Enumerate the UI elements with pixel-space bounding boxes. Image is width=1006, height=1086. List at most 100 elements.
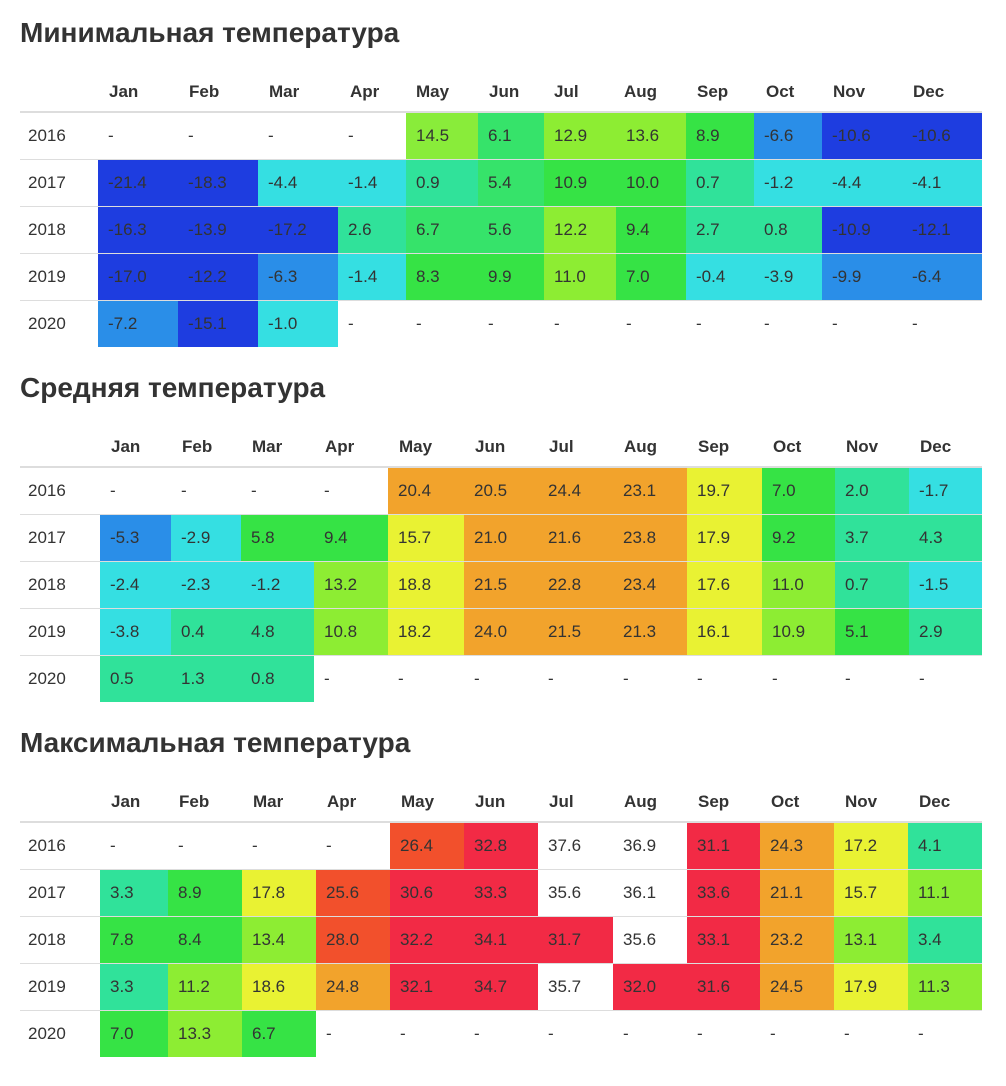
year-label: 2018 [28,575,66,594]
value-cell: -13.9 [178,207,258,253]
value-cell: - [912,314,918,333]
value-cell: 6.7 [242,1011,316,1057]
value-cell: -10.9 [822,207,902,253]
table-row: 2020 7.0 13.3 6.7- - - - - - - - - [20,1010,982,1057]
value-cell: 0.8 [754,207,822,253]
temperature-table: Jan Feb Mar Apr May Jun Jul Aug Sep Oct Nov Dec 2016… [20,783,982,1057]
month-header: Jun [489,82,520,101]
value-cell: 37.6 [548,836,582,855]
value-cell: 20.4 [388,468,464,514]
value-cell: - [764,314,770,333]
year-label: 2016 [28,126,66,145]
value-cell: 10.0 [616,160,686,206]
value-cell: -1.4 [338,160,406,206]
value-cell: - [626,314,632,333]
table-title: Минимальная температура [20,17,400,48]
value-cell: - [251,481,257,500]
value-cell: 3.4 [908,917,982,963]
value-cell: 8.9 [168,870,242,916]
value-cell: -3.9 [754,254,822,300]
year-label: 2020 [28,1024,66,1043]
table-row: 2018 7.8 8.4 13.4 28.0 32.2 34.1 31.7 35.6 33.1 23… [20,916,982,963]
value-cell: 36.1 [623,883,657,902]
header-row: Jan Feb Mar Apr May Jun Jul Aug Sep Oct Nov Dec [20,428,982,468]
value-cell: 0.7 [835,562,909,608]
value-cell: -1.5 [909,562,982,608]
table-row: 2020 -7.2 -15.1 -1.0- - - - - - - - - [20,300,982,347]
value-cell: - [488,314,494,333]
value-cell: - [548,669,554,688]
month-header: Jan [111,792,141,811]
value-cell: - [474,669,480,688]
month-header: Mar [253,792,284,811]
value-cell: 21.5 [538,609,613,655]
value-cell: - [400,1024,406,1043]
value-cell: -4.4 [822,160,902,206]
table-title: Средняя температура [20,372,326,403]
value-cell: - [188,126,194,145]
value-cell: -12.1 [902,207,982,253]
value-cell: 16.1 [687,609,762,655]
value-cell: 11.1 [908,870,982,916]
value-cell: 33.3 [464,870,538,916]
month-header: Apr [325,437,355,456]
value-cell: 5.4 [478,160,544,206]
value-cell: 24.3 [760,823,834,869]
value-cell: -9.9 [822,254,902,300]
value-cell: 2.9 [909,609,982,655]
value-cell: 33.6 [687,870,760,916]
max-temp-section: Максимальная температура Jan Feb Mar Apr May J… [20,724,986,1057]
year-label: 2017 [28,173,66,192]
value-cell: 9.4 [616,207,686,253]
value-cell: - [181,481,187,500]
value-cell: 3.3 [100,964,168,1010]
month-header: May [416,82,450,101]
value-cell: 7.0 [762,468,835,514]
value-cell: - [110,481,116,500]
value-cell: 5.6 [478,207,544,253]
value-cell: - [623,1024,629,1043]
year-label: 2016 [28,481,66,500]
value-cell: 32.2 [390,917,464,963]
table-row: 2016 - - - - 26.4 32.8 37.6 36.9 31.1 24.3 17.2 4.1 [20,823,982,869]
value-cell: 2.6 [338,207,406,253]
month-header: Feb [189,82,220,101]
month-header: Sep [698,792,730,811]
value-cell: 10.9 [762,609,835,655]
value-cell: 15.7 [834,870,908,916]
value-cell: -1.7 [909,468,982,514]
value-cell: -2.4 [100,562,171,608]
header-row: Jan Feb Mar Apr May Jun Jul Aug Sep Oct Nov Dec [20,783,982,823]
value-cell: 25.6 [316,870,390,916]
table-row: 2017 3.3 8.9 17.8 25.6 30.6 33.3 35.6 36.1 33.6 21… [20,869,982,916]
month-header: Jan [109,82,139,101]
value-cell: 9.2 [762,515,835,561]
value-cell: - [845,669,851,688]
value-cell: -0.4 [686,254,754,300]
value-cell: -1.2 [754,160,822,206]
value-cell: 35.6 [623,930,657,949]
value-cell: - [268,126,274,145]
month-header: Dec [919,792,951,811]
month-header: Nov [846,437,879,456]
table-row: 2019 -3.8 0.4 4.8 10.8 18.2 24.0 21.5 21.3 16.1 10… [20,608,982,655]
value-cell: 34.1 [464,917,538,963]
month-header: Mar [252,437,283,456]
year-label: 2019 [28,622,66,641]
value-cell: - [324,481,330,500]
value-cell: -6.3 [258,254,338,300]
value-cell: 35.7 [548,977,582,996]
year-label: 2020 [28,669,66,688]
table-row: 2018 -2.4 -2.3 -1.2 13.2 18.8 21.5 22.8 23.4 17.6… [20,561,982,608]
month-header: Jul [549,437,574,456]
value-cell: 17.6 [687,562,762,608]
value-cell: 36.9 [623,836,657,855]
value-cell: -10.6 [822,113,902,159]
value-cell: -17.0 [98,254,178,300]
value-cell: 6.7 [406,207,478,253]
value-cell: 12.9 [544,113,616,159]
value-cell: - [326,1024,332,1043]
value-cell: 13.2 [314,562,388,608]
month-header: Aug [624,437,658,456]
value-cell: 13.3 [168,1011,242,1057]
